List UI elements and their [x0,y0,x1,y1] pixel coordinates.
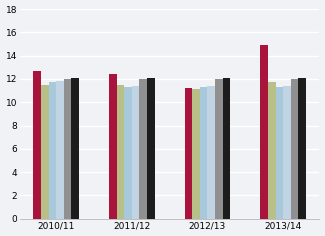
Bar [109,74,117,219]
Bar [139,79,147,219]
Bar [260,45,268,219]
Bar [215,79,223,219]
Bar [124,87,132,219]
Bar [268,82,276,219]
Bar [291,79,298,219]
Bar [185,88,192,219]
Bar [64,79,71,219]
Bar [283,86,291,219]
Bar [223,78,230,219]
Bar [41,85,48,219]
Bar [71,78,79,219]
Bar [33,71,41,219]
Bar [117,85,124,219]
Bar [48,82,56,219]
Bar [56,81,64,219]
Bar [192,89,200,219]
Bar [200,87,207,219]
Bar [207,86,215,219]
Bar [276,87,283,219]
Bar [147,78,154,219]
Bar [298,78,306,219]
Bar [132,86,139,219]
